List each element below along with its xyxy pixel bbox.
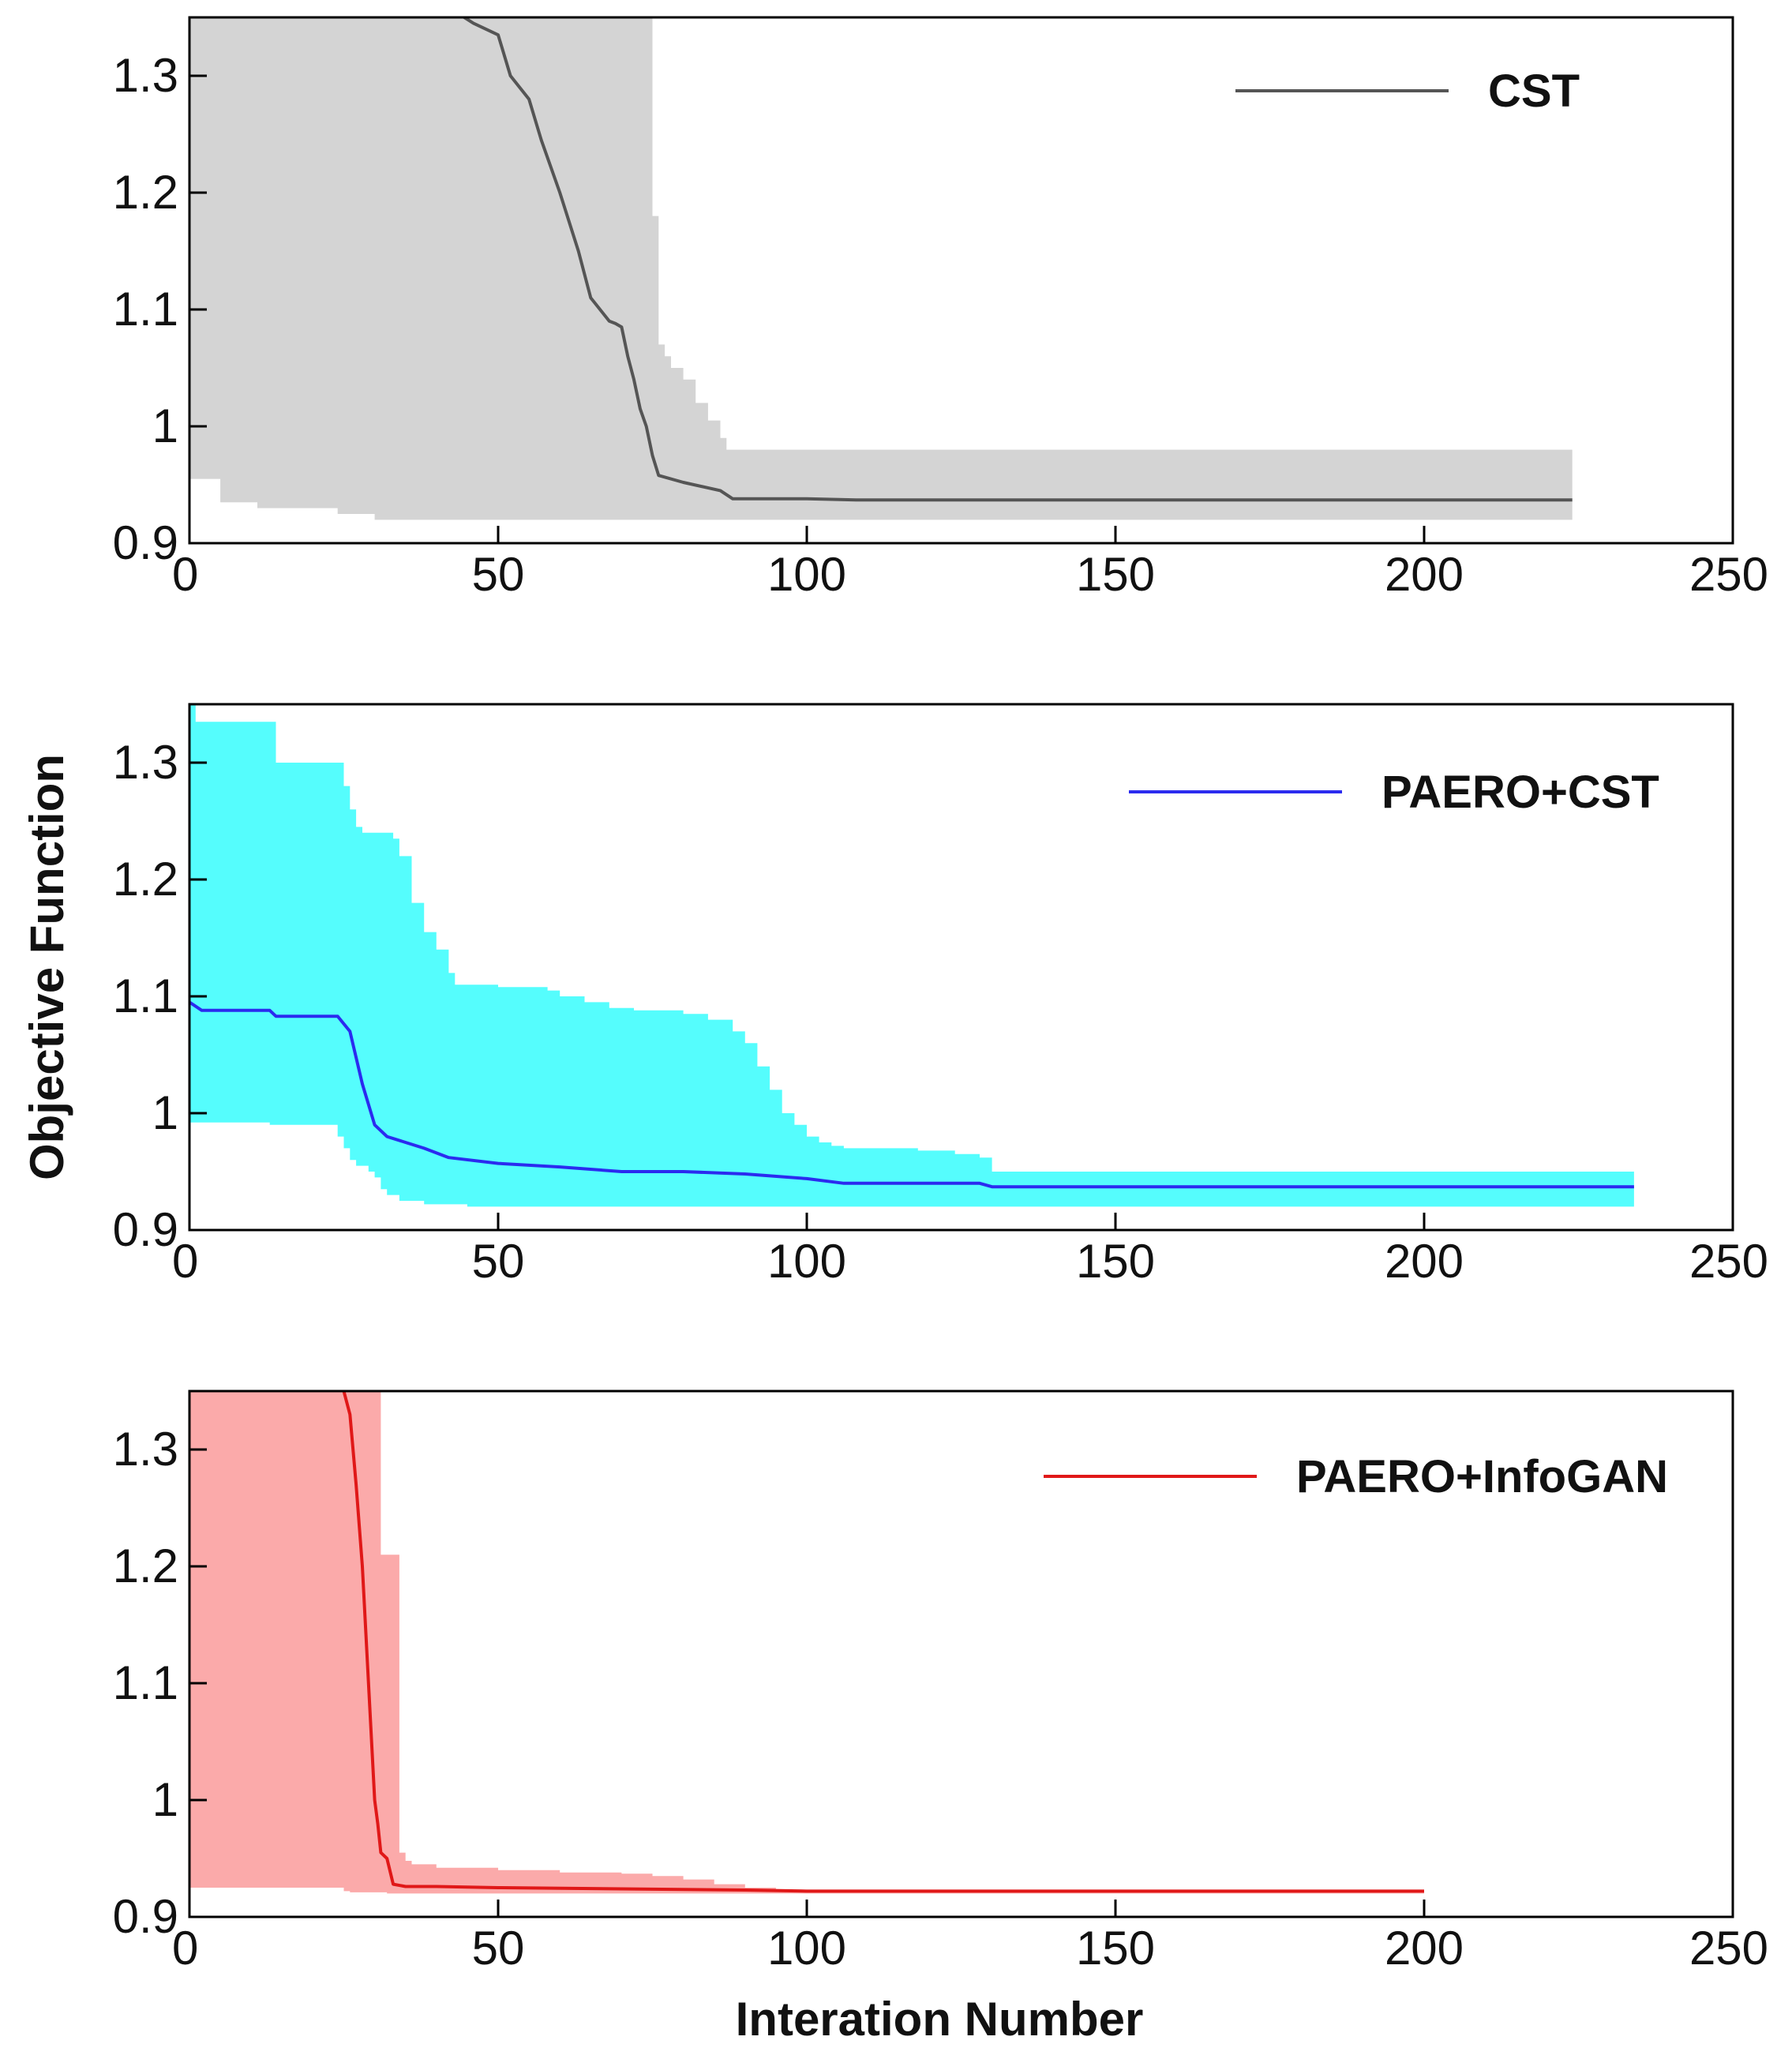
plot-frame [188,703,1734,1232]
x-tick-label: 150 [1076,1922,1155,1975]
legend-label: PAERO+CST [1381,767,1659,818]
x-tick-label: 250 [1689,1235,1768,1288]
x-tick-label: 100 [767,1235,846,1288]
x-tick-label: 50 [472,1922,525,1975]
panel-3: 0 50 100 150 200 250 0.9 1 1.1 1.2 1.3 PAERO+InfoGA… [113,1390,1768,1975]
confidence-band [189,1391,1424,1894]
y-tick-label: 1.3 [113,736,178,789]
series-line [189,1000,1634,1189]
plot-frame [188,1390,1734,1918]
legend-label: CST [1488,66,1580,117]
x-tick-label: 200 [1385,1235,1464,1288]
x-tick-label: 50 [472,548,525,601]
x-tick-label: 100 [767,548,846,601]
x-tick-label: 150 [1076,1235,1155,1288]
x-tick-label: 250 [1689,548,1768,601]
x-tick-label: 150 [1076,548,1155,601]
x-tick-label: 200 [1385,1922,1464,1975]
x-tick-label: 50 [472,1235,525,1288]
y-tick-label: 1.1 [113,283,178,336]
y-axis-title: Objective Function [21,754,73,1180]
y-tick-label: 0.9 [113,1890,178,1943]
y-tick-label: 1.3 [113,49,178,102]
plot-frame [188,16,1734,545]
y-tick-label: 0.9 [113,516,178,569]
x-tick-label: 0 [172,548,198,601]
x-tick-label: 100 [767,1922,846,1975]
series-line [461,17,1573,502]
y-tick-label: 1.2 [113,853,178,906]
y-tick-label: 1 [152,1773,178,1826]
series-line [342,1391,1424,1893]
x-tick-label: 200 [1385,548,1464,601]
y-tick-label: 1.2 [113,166,178,219]
y-tick-label: 0.9 [113,1203,178,1256]
legend-label: PAERO+InfoGAN [1296,1451,1668,1502]
x-tick-label: 250 [1689,1922,1768,1975]
x-axis-title: Interation Number [736,1993,1144,2046]
y-tick-label: 1 [152,1086,178,1139]
x-tick-label: 0 [172,1922,198,1975]
panel-2: 0 50 100 150 200 250 0.9 1 1.1 1.2 1.3 PAERO+CST [113,703,1768,1288]
y-tick-label: 1.2 [113,1540,178,1592]
y-tick-label: 1.1 [113,1656,178,1709]
y-tick-label: 1.1 [113,969,178,1022]
confidence-band [189,704,1634,1207]
y-tick-label: 1.3 [113,1423,178,1476]
panel-1: 0 50 100 150 200 250 0.9 1 1.1 1.2 1.3 CST [113,16,1768,601]
confidence-band [189,17,1573,520]
y-tick-label: 1 [152,399,178,452]
x-tick-label: 0 [172,1235,198,1288]
